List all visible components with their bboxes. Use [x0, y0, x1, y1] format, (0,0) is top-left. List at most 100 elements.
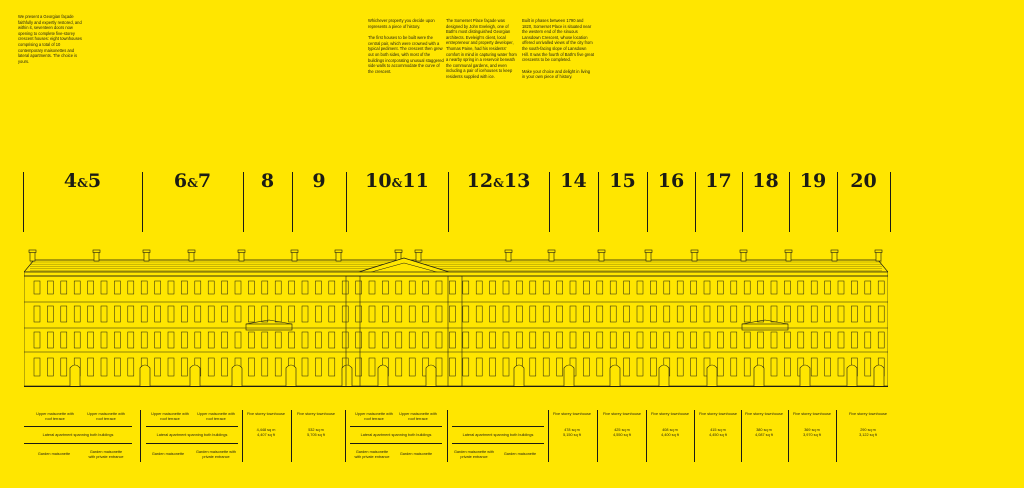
- chimney: [238, 251, 245, 262]
- window-second: [422, 331, 429, 349]
- window-ground: [435, 357, 443, 377]
- window-first: [181, 305, 188, 323]
- window-second: [221, 331, 228, 349]
- window-first: [837, 305, 845, 323]
- window-first: [355, 305, 362, 323]
- window-attic: [368, 280, 376, 295]
- window-ground: [248, 357, 255, 377]
- window-attic: [502, 280, 510, 295]
- balcony: [245, 323, 293, 331]
- label-townhouse-8: Five storey townhouse: [247, 412, 285, 416]
- window-second: [810, 331, 818, 349]
- intro-paragraph: The first houses to be built were the ce…: [368, 35, 444, 74]
- window-attic: [797, 280, 805, 295]
- window-first: [797, 305, 805, 323]
- window-second: [248, 331, 255, 349]
- window-attic: [475, 280, 483, 295]
- house-divider-line: [598, 172, 599, 232]
- window-second: [382, 331, 389, 349]
- window-attic: [315, 280, 322, 295]
- window-first: [475, 305, 483, 323]
- window-attic: [194, 280, 202, 295]
- window-first: [274, 305, 282, 323]
- roof-outline: [24, 259, 888, 273]
- window-first: [73, 305, 81, 323]
- window-first: [127, 305, 135, 323]
- house-number-18: 18: [742, 170, 789, 192]
- chimney: [415, 251, 422, 262]
- window-first: [395, 305, 403, 323]
- window-second: [449, 331, 456, 349]
- window-first: [877, 305, 885, 323]
- window-second: [703, 331, 711, 349]
- doorway: [377, 364, 389, 386]
- window-attic: [636, 280, 644, 295]
- window-attic: [207, 280, 215, 295]
- window-attic: [810, 280, 818, 295]
- house-number: 13: [503, 170, 531, 192]
- window-first: [489, 305, 496, 323]
- house-divider-line: [549, 172, 550, 232]
- window-second: [127, 331, 135, 349]
- window-first: [114, 305, 121, 323]
- window-first: [221, 305, 228, 323]
- window-first: [864, 305, 872, 323]
- window-ground: [542, 357, 550, 377]
- house-divider-line: [789, 172, 790, 232]
- window-second: [395, 331, 403, 349]
- window-first: [730, 305, 738, 323]
- window-ground: [676, 357, 684, 377]
- size-9: 532 sq m 5,705 sq ft: [307, 428, 325, 437]
- chimney-cap: [92, 249, 101, 253]
- cornice: [24, 271, 888, 277]
- window-second: [784, 331, 791, 349]
- window-attic: [851, 280, 858, 295]
- window-second: [489, 331, 496, 349]
- window-first: [529, 305, 537, 323]
- window-second: [475, 331, 483, 349]
- label-lateral-apartment: Lateral apartment spanning both building…: [42, 433, 114, 437]
- label-upper-maisonette: Upper maisonette with roof terrace: [355, 412, 393, 421]
- chimney-cap: [547, 249, 556, 253]
- ampersand: &: [77, 176, 88, 190]
- house-number: 16: [657, 170, 685, 192]
- window-first: [502, 305, 510, 323]
- window-attic: [717, 280, 724, 295]
- window-attic: [703, 280, 711, 295]
- house-number: 10: [365, 170, 392, 192]
- column-separator: [447, 410, 448, 462]
- intro-col-4: Built in phases between 1790 and 1820, S…: [522, 18, 594, 86]
- window-ground: [301, 357, 309, 377]
- house-number-12-13: 12&13: [448, 170, 549, 192]
- window-ground: [690, 357, 697, 377]
- window-first: [542, 305, 550, 323]
- column-separator: [242, 410, 243, 462]
- window-first: [449, 305, 456, 323]
- window-first: [248, 305, 255, 323]
- window-first: [703, 305, 711, 323]
- chimney: [740, 251, 747, 262]
- window-second: [770, 331, 778, 349]
- window-second: [462, 331, 470, 349]
- doorway: [285, 364, 297, 386]
- intro-paragraph: The Somerset Place façade was designed b…: [446, 18, 517, 79]
- window-first: [382, 305, 389, 323]
- window-ground: [221, 357, 228, 377]
- window-attic: [181, 280, 188, 295]
- house-number: 12: [466, 170, 494, 192]
- doorway: [706, 364, 718, 386]
- house-divider-line: [346, 172, 347, 232]
- intro-col-1: We present a Georgian façade faithfully …: [18, 14, 84, 70]
- chimney-cap: [739, 249, 748, 253]
- window-first: [328, 305, 336, 323]
- window-second: [556, 331, 563, 349]
- window-ground: [556, 357, 563, 377]
- window-ground: [837, 357, 845, 377]
- window-first: [636, 305, 644, 323]
- house-number: 15: [609, 170, 636, 192]
- house-divider-line: [742, 172, 743, 232]
- divider: [452, 443, 544, 444]
- window-ground: [717, 357, 724, 377]
- window-attic: [596, 280, 604, 295]
- label-upper-maisonette: Upper maisonette with roof terrace: [87, 412, 125, 421]
